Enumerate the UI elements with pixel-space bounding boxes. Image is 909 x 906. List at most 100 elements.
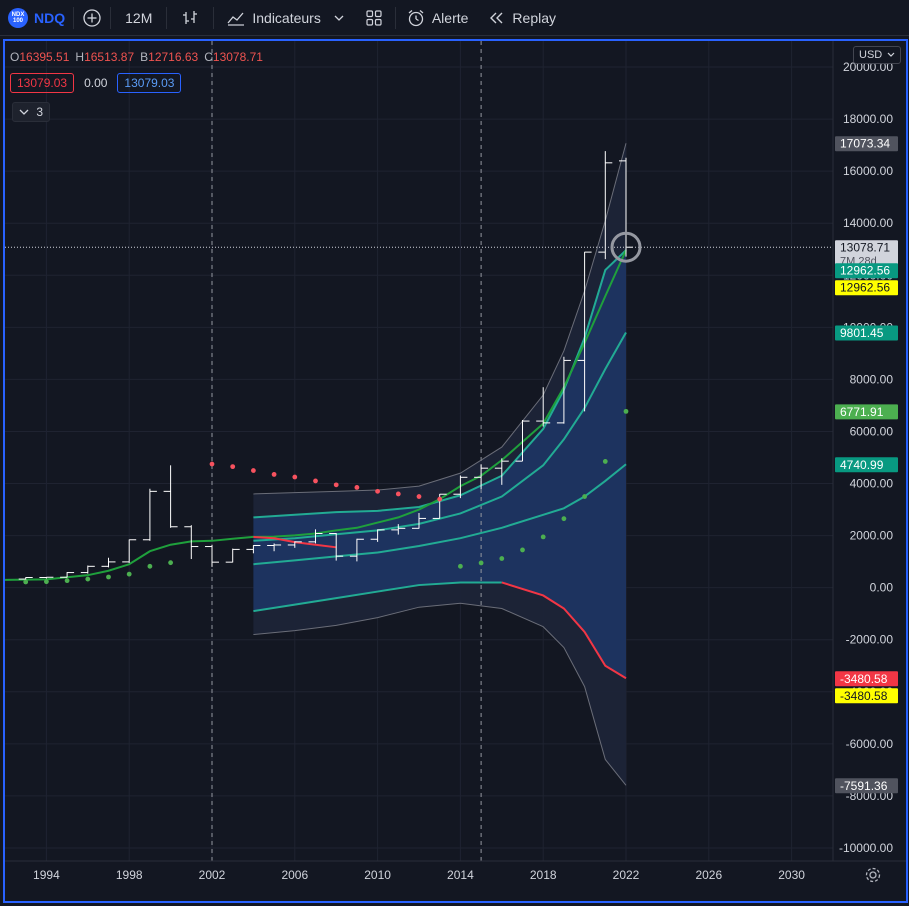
legend-low-value: 12716.63 [148, 50, 199, 64]
x-axis-tick-label: 1994 [33, 868, 60, 882]
price-label-background [835, 457, 898, 473]
indicator-count: 3 [36, 105, 44, 119]
legend-high: H16513.87 [75, 50, 134, 64]
alert-label: Alerte [431, 9, 469, 26]
green-signal-dot [85, 576, 91, 582]
indicators-button[interactable]: Indicateurs [214, 0, 352, 36]
ohlc-legend: O16395.51 H16513.87 B12716.63 C13078.71 [10, 50, 263, 64]
replay-button[interactable]: Replay [478, 0, 566, 36]
lower-band-line-green [253, 581, 502, 613]
red-signal-dot [271, 472, 277, 477]
toolbar-divider [110, 6, 112, 29]
currency-selector[interactable]: USD [853, 46, 902, 64]
rewind-icon [490, 12, 503, 23]
chevron-down-icon [334, 15, 344, 21]
y-axis-tick-label: 16000.00 [843, 164, 893, 178]
chevron-down-icon [19, 109, 29, 115]
green-signal-dot [147, 563, 153, 569]
green-signal-dot [623, 408, 629, 414]
green-signal-dot [44, 579, 49, 585]
green-signal-dot [582, 494, 587, 499]
green-signal-dot [64, 578, 70, 584]
legend-low: B12716.63 [140, 50, 198, 64]
highlight-circle [610, 231, 642, 263]
chart-type-button[interactable] [167, 0, 213, 36]
y-axis-tick-label: -6000.00 [846, 737, 894, 751]
x-axis-tick-label: 2002 [199, 868, 226, 882]
outer-upper-band-line [253, 143, 627, 495]
chart-settings-button[interactable] [864, 866, 882, 889]
replay-label: Replay [512, 9, 557, 26]
green-signal-dot [602, 459, 608, 464]
x-axis-tick-label: 2014 [447, 868, 474, 882]
x-axis-tick-label: 2026 [695, 868, 722, 882]
price-label-background [835, 263, 898, 279]
price-label-background [835, 404, 898, 420]
y-axis-tick-label: 4000.00 [850, 477, 894, 491]
red-signal-dot [209, 461, 215, 467]
red-signal-dot [333, 482, 339, 488]
price-label: 12962.56 [840, 264, 890, 278]
price-label: 4740.99 [840, 458, 884, 472]
red-signal-dot [375, 488, 380, 494]
legend-open-key: O [10, 50, 20, 64]
toolbar-divider [73, 6, 75, 29]
red-signal-dot [230, 464, 236, 470]
price-chart[interactable]: 20000.0018000.0016000.0014000.0012000.00… [5, 41, 908, 903]
logo-text: NDX 100 [11, 11, 25, 24]
price-label: -7591.36 [840, 779, 888, 793]
red-signal-dot [251, 468, 256, 473]
toolbar-divider [213, 6, 215, 29]
compare-button[interactable] [74, 0, 110, 36]
indicator-values: 13079.03 0.00 13079.03 [10, 73, 182, 93]
price-label-background [835, 280, 898, 296]
indicators-collapse-toggle[interactable]: 3 [12, 102, 51, 122]
price-label-background [835, 240, 898, 269]
y-axis-tick-label: 0.00 [870, 581, 894, 595]
gear-icon [865, 867, 881, 883]
mid-upper-band-line [253, 332, 627, 542]
chart-pane[interactable]: 20000.0018000.0016000.0014000.0012000.00… [3, 39, 908, 903]
red-signal-dot [416, 494, 422, 499]
mid-band-line [253, 463, 627, 566]
x-axis-tick-label: 2022 [613, 868, 640, 882]
indicator-value-left[interactable]: 13079.03 [10, 73, 75, 93]
price-label: -3480.58 [840, 672, 888, 686]
x-axis-tick-label: 2018 [530, 868, 557, 882]
legend-close-value: 13078.71 [212, 50, 263, 64]
toolbar-divider [394, 6, 396, 29]
red-signal-dot [437, 496, 443, 502]
price-label: 13078.71 [840, 241, 890, 255]
symbol-label: NDQ [34, 9, 66, 26]
ndx-logo-icon: NDX 100 [8, 7, 28, 28]
green-signal-dot [458, 563, 463, 569]
outer-lower-band-line [253, 602, 627, 786]
legend-close: C13078.71 [204, 50, 263, 64]
y-axis-tick-label: 18000.00 [843, 112, 893, 126]
legend-high-value: 16513.87 [84, 50, 135, 64]
price-label: -3480.58 [840, 689, 888, 703]
red-signal-dot [292, 474, 298, 480]
alert-button[interactable]: Alerte [396, 0, 479, 36]
templates-button[interactable] [353, 0, 395, 36]
y-axis-tick-label: 8000.00 [850, 372, 894, 386]
symbol-selector[interactable]: NDX 100 NDQ [0, 0, 73, 36]
price-label-background [835, 688, 898, 704]
red-signal-dot [354, 485, 360, 490]
x-axis-tick-label: 2030 [778, 868, 805, 882]
indicator-value-right[interactable]: 13079.03 [117, 73, 182, 93]
price-label: 17073.34 [840, 137, 890, 151]
red-signal-dot [395, 491, 401, 497]
green-signal-dot [23, 579, 29, 585]
grid-layout-icon [366, 9, 382, 26]
x-axis-tick-label: 2010 [364, 868, 391, 882]
indicators-label: Indicateurs [252, 9, 321, 26]
price-label: 9801.45 [840, 326, 884, 340]
alarm-clock-icon [408, 9, 424, 26]
interval-button[interactable]: 12M [111, 0, 166, 36]
legend-high-key: H [75, 50, 85, 64]
inner-band-fill [253, 250, 626, 679]
interval-label: 12M [125, 9, 153, 26]
y-axis-tick-label: 6000.00 [850, 424, 894, 438]
toolbar-divider [166, 6, 168, 29]
